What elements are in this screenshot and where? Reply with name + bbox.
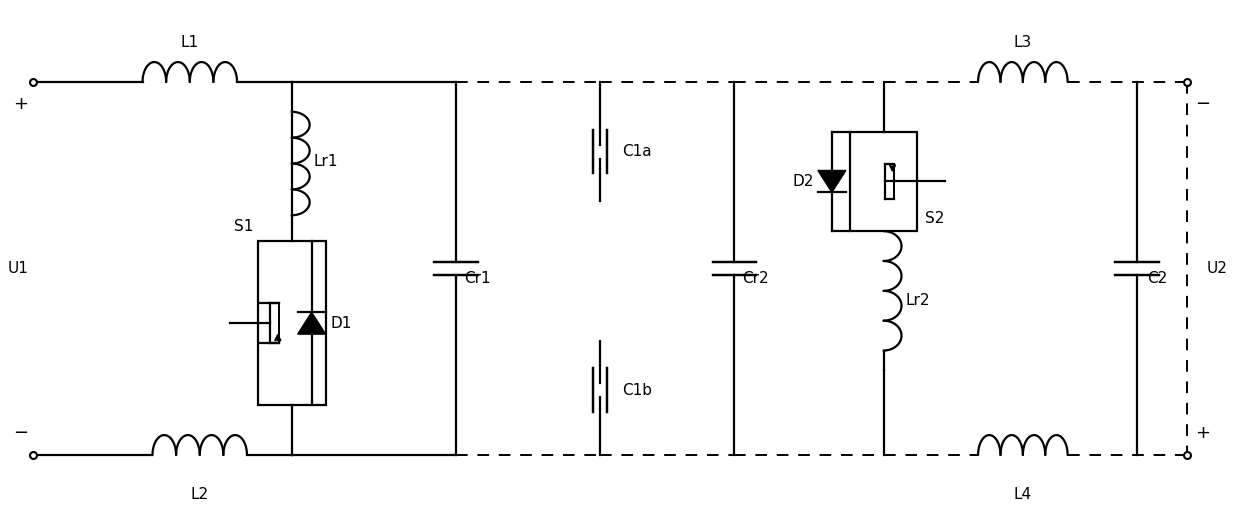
Text: C1b: C1b [622,383,652,398]
Text: L3: L3 [1014,35,1032,50]
Polygon shape [818,170,846,193]
Text: S1: S1 [233,219,253,234]
Text: Cr1: Cr1 [464,271,491,286]
Text: Lr2: Lr2 [905,294,930,308]
Bar [849,132,918,231]
Text: C2: C2 [1147,271,1167,286]
Text: C1a: C1a [622,144,651,159]
Text: U1: U1 [7,261,29,276]
Text: −: − [12,424,29,442]
Text: S2: S2 [925,211,945,226]
Polygon shape [298,312,326,334]
Text: D2: D2 [792,174,813,189]
Text: U2: U2 [1207,261,1228,276]
Text: L1: L1 [181,35,198,50]
Text: +: + [14,95,29,113]
Text: L4: L4 [1014,487,1032,502]
Text: Lr1: Lr1 [314,154,339,169]
Text: Cr2: Cr2 [743,271,769,286]
Text: +: + [1195,424,1210,442]
Text: −: − [1195,95,1210,113]
Text: L2: L2 [191,487,208,502]
Bar [258,241,326,405]
Text: D1: D1 [331,316,352,331]
